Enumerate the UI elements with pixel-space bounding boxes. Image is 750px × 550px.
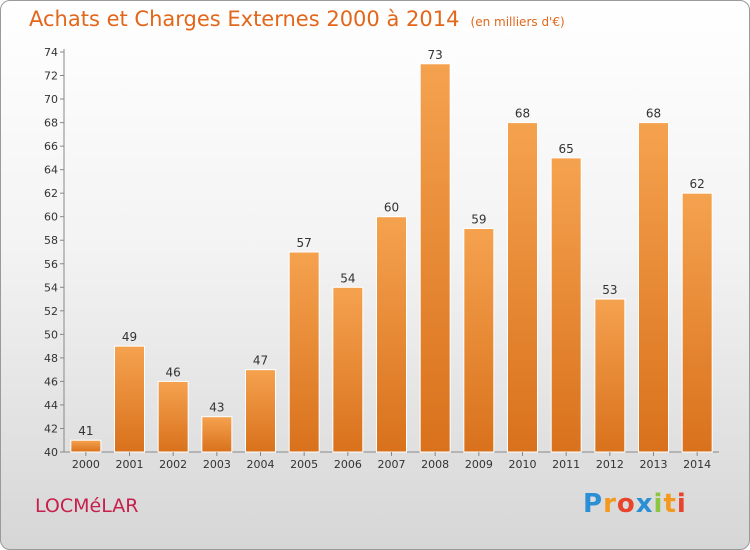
- bar: [638, 122, 669, 453]
- data-label: 41: [78, 424, 93, 438]
- y-tick-label: 40: [44, 446, 58, 459]
- y-tick-label: 46: [44, 375, 58, 388]
- x-tick-label: 2001: [116, 458, 144, 471]
- logo-letter: i: [676, 489, 687, 519]
- data-label: 68: [646, 107, 661, 121]
- bar: [201, 416, 233, 453]
- x-tick-label: 2007: [378, 458, 406, 471]
- x-tick-label: 2009: [465, 458, 493, 471]
- x-tick-label: 2006: [334, 458, 362, 471]
- x-tick-label: 2002: [159, 458, 187, 471]
- y-tick-label: 74: [44, 46, 58, 59]
- y-tick-label: 66: [44, 140, 58, 153]
- y-tick-label: 42: [44, 422, 58, 435]
- logo-letter: P: [583, 489, 604, 519]
- data-label: 60: [384, 201, 399, 215]
- data-label: 43: [209, 401, 224, 415]
- data-label: 62: [690, 177, 705, 191]
- y-tick-label: 58: [44, 234, 58, 247]
- town-name: LOCMéLAR: [35, 495, 139, 517]
- chart-subtitle: (en milliers d'€): [470, 15, 565, 29]
- x-tick-label: 2003: [203, 458, 231, 471]
- logo-letter: t: [663, 489, 677, 519]
- logo-letter: o: [616, 489, 636, 519]
- x-tick-label: 2010: [509, 458, 537, 471]
- chart-title: Achats et Charges Externes 2000 à 2014: [29, 7, 460, 31]
- y-tick-label: 60: [44, 211, 58, 224]
- bar: [245, 369, 276, 453]
- data-label: 54: [340, 271, 355, 285]
- bar: [376, 216, 407, 453]
- x-tick-label: 2013: [640, 458, 668, 471]
- logo-letter: r: [603, 489, 617, 519]
- bar: [594, 298, 626, 453]
- logo-letter: x: [635, 489, 654, 519]
- x-tick-label: 2012: [596, 458, 624, 471]
- bar: [332, 286, 364, 453]
- y-tick-label: 52: [44, 305, 58, 318]
- bar: [463, 227, 495, 453]
- y-tick-label: 62: [44, 187, 58, 200]
- bar: [157, 380, 189, 453]
- data-label: 68: [515, 107, 530, 121]
- bar: [507, 122, 538, 453]
- x-tick-label: 2005: [290, 458, 318, 471]
- y-tick-label: 70: [44, 93, 58, 106]
- y-tick-label: 56: [44, 258, 58, 271]
- data-label: 46: [166, 365, 181, 379]
- bar: [550, 157, 582, 453]
- data-label: 49: [122, 330, 137, 344]
- bar: [114, 345, 145, 453]
- y-tick-label: 54: [44, 281, 58, 294]
- x-tick-label: 2008: [421, 458, 449, 471]
- data-label: 73: [428, 48, 443, 62]
- proxiti-logo: Proxiti: [583, 489, 687, 519]
- y-tick-label: 44: [44, 399, 58, 412]
- logo-letter: i: [653, 489, 664, 519]
- x-tick-label: 2004: [247, 458, 275, 471]
- y-tick-label: 72: [44, 70, 58, 83]
- bar: [419, 63, 451, 453]
- x-tick-label: 2000: [72, 458, 100, 471]
- data-label: 57: [297, 236, 312, 250]
- y-tick-label: 48: [44, 352, 58, 365]
- x-tick-label: 2011: [552, 458, 580, 471]
- data-label: 47: [253, 354, 268, 368]
- bar: [288, 251, 320, 453]
- chart-title-block: Achats et Charges Externes 2000 à 2014 (…: [29, 7, 565, 31]
- y-tick-label: 68: [44, 117, 58, 130]
- data-label: 59: [471, 212, 486, 226]
- data-label: 53: [602, 283, 617, 297]
- y-tick-label: 64: [44, 164, 58, 177]
- y-tick-label: 50: [44, 328, 58, 341]
- bar: [681, 192, 713, 453]
- data-label: 65: [559, 142, 574, 156]
- x-tick-label: 2014: [683, 458, 711, 471]
- bar: [70, 439, 102, 453]
